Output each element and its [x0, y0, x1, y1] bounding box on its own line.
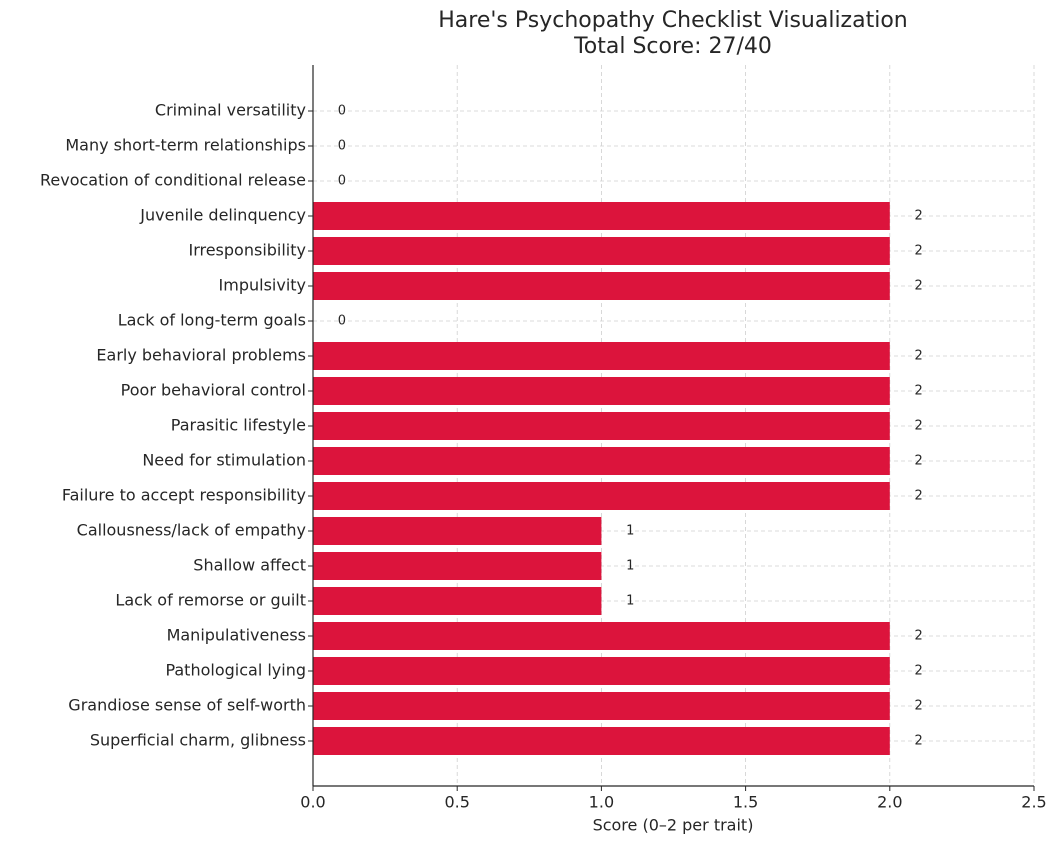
value-label: 2 [914, 209, 922, 224]
value-label: 2 [914, 489, 922, 504]
bar [313, 552, 602, 580]
y-tick-label: Failure to accept responsibility [62, 486, 306, 505]
value-label: 2 [914, 734, 922, 749]
y-tick-label: Lack of long-term goals [118, 311, 306, 330]
value-label: 2 [914, 244, 922, 259]
bar [313, 587, 602, 615]
value-label: 0 [338, 314, 346, 329]
value-label: 2 [914, 699, 922, 714]
y-tick-label: Impulsivity [219, 276, 306, 295]
bar [313, 692, 890, 720]
value-label: 0 [338, 139, 346, 154]
x-tick-label: 2.0 [877, 793, 902, 812]
y-tick-label: Irresponsibility [188, 241, 306, 260]
y-tick-label: Early behavioral problems [96, 346, 306, 365]
y-tick-label: Lack of remorse or guilt [115, 591, 306, 610]
y-tick-label: Revocation of conditional release [40, 171, 306, 190]
value-label: 2 [914, 664, 922, 679]
y-tick-label: Criminal versatility [155, 101, 306, 120]
y-tick-label: Manipulativeness [167, 626, 306, 645]
bar [313, 202, 890, 230]
y-tick-label: Grandiose sense of self-worth [68, 696, 306, 715]
y-tick-label: Callousness/lack of empathy [77, 521, 306, 540]
value-label: 0 [338, 174, 346, 189]
y-tick-label: Shallow affect [193, 556, 306, 575]
value-label: 0 [338, 104, 346, 119]
value-label: 2 [914, 349, 922, 364]
y-tick-label: Pathological lying [165, 661, 306, 680]
value-label: 2 [914, 629, 922, 644]
bar [313, 657, 890, 685]
x-tick-label: 2.5 [1021, 793, 1046, 812]
value-label: 2 [914, 384, 922, 399]
x-tick-label: 1.0 [589, 793, 614, 812]
bar [313, 517, 602, 545]
bar [313, 342, 890, 370]
x-axis-label: Score (0–2 per trait) [593, 816, 754, 835]
value-label: 2 [914, 454, 922, 469]
y-tick-label: Many short-term relationships [65, 136, 306, 155]
y-tick-label: Superficial charm, glibness [90, 731, 306, 750]
chart-subtitle: Total Score: 27/40 [573, 34, 772, 59]
chart-title: Hare's Psychopathy Checklist Visualizati… [438, 8, 907, 33]
value-label: 1 [626, 524, 634, 539]
y-tick-label: Parasitic lifestyle [171, 416, 306, 435]
value-label: 2 [914, 419, 922, 434]
y-tick-label: Juvenile delinquency [139, 206, 306, 225]
bar [313, 482, 890, 510]
bar [313, 237, 890, 265]
value-label: 1 [626, 594, 634, 609]
value-label: 2 [914, 279, 922, 294]
bar [313, 272, 890, 300]
x-tick-label: 0.0 [300, 793, 325, 812]
bar [313, 727, 890, 755]
bar [313, 377, 890, 405]
bar [313, 622, 890, 650]
bar [313, 447, 890, 475]
x-tick-label: 1.5 [733, 793, 758, 812]
y-tick-label: Need for stimulation [142, 451, 306, 470]
x-tick-label: 0.5 [444, 793, 469, 812]
bar [313, 412, 890, 440]
value-label: 1 [626, 559, 634, 574]
y-tick-label: Poor behavioral control [121, 381, 306, 400]
